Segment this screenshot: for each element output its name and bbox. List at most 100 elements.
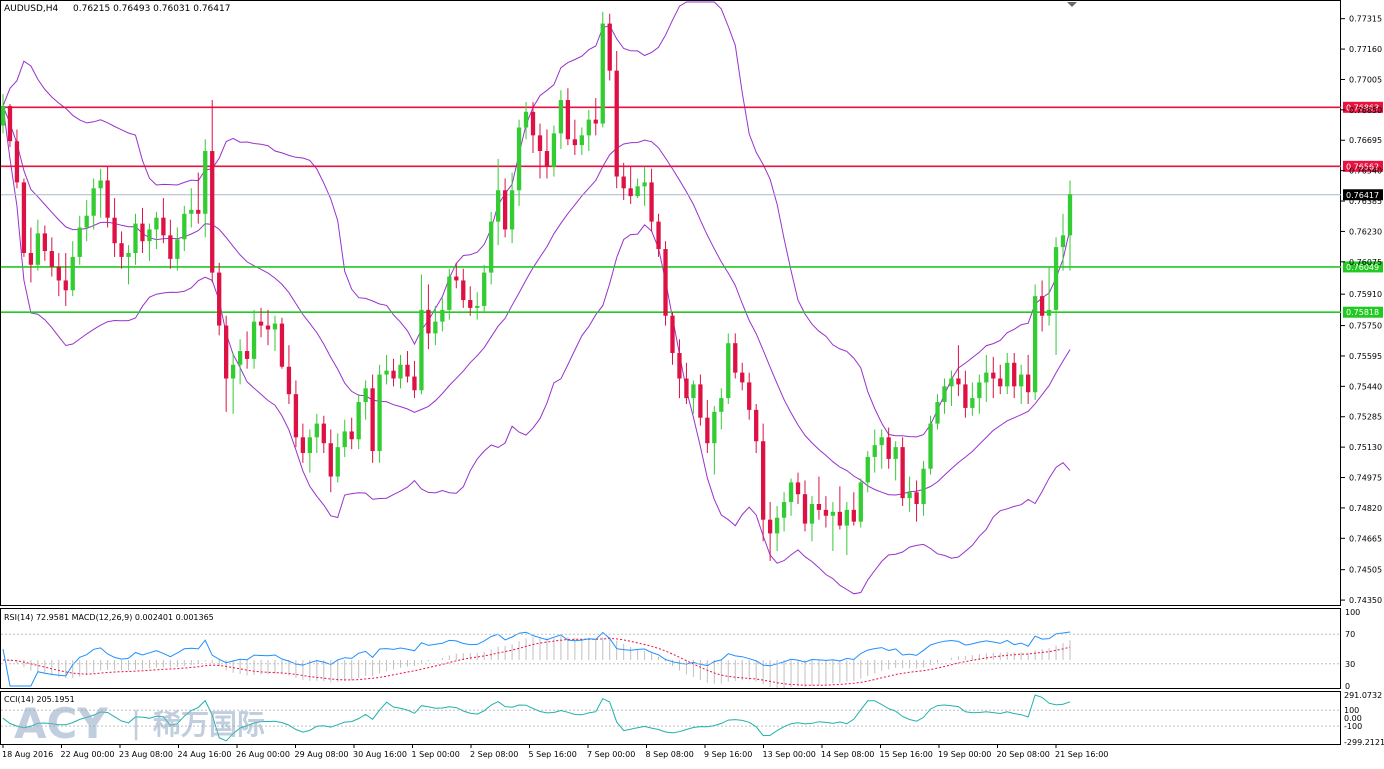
candle[interactable] bbox=[356, 394, 361, 450]
candle[interactable] bbox=[502, 178, 508, 238]
candle[interactable] bbox=[224, 315, 229, 412]
candle[interactable] bbox=[489, 211, 494, 285]
candle[interactable] bbox=[447, 268, 452, 320]
candle[interactable] bbox=[1005, 353, 1010, 395]
candle[interactable] bbox=[1046, 266, 1052, 326]
candle[interactable] bbox=[189, 188, 194, 228]
candle[interactable] bbox=[1053, 237, 1059, 355]
candle[interactable] bbox=[168, 219, 173, 269]
candle[interactable] bbox=[565, 88, 571, 146]
candle[interactable] bbox=[851, 492, 856, 526]
candle[interactable] bbox=[956, 345, 961, 397]
candle[interactable] bbox=[1012, 353, 1017, 399]
candle[interactable] bbox=[265, 309, 271, 346]
candle[interactable] bbox=[454, 262, 459, 289]
candle[interactable] bbox=[781, 492, 787, 532]
candle[interactable] bbox=[740, 362, 745, 391]
candle[interactable] bbox=[28, 227, 34, 283]
candle[interactable] bbox=[523, 102, 529, 140]
candle[interactable] bbox=[614, 51, 619, 189]
main-price-pane[interactable] bbox=[0, 0, 1341, 606]
candle[interactable] bbox=[314, 413, 319, 454]
candle[interactable] bbox=[858, 478, 863, 528]
candle[interactable] bbox=[991, 356, 996, 399]
candle[interactable] bbox=[161, 198, 166, 244]
candle[interactable] bbox=[196, 172, 201, 224]
candle[interactable] bbox=[628, 166, 633, 204]
candle[interactable] bbox=[328, 429, 333, 493]
candle[interactable] bbox=[754, 403, 759, 454]
candle[interactable] bbox=[293, 380, 299, 448]
candle[interactable] bbox=[440, 298, 445, 332]
candle[interactable] bbox=[719, 388, 724, 430]
candle[interactable] bbox=[621, 162, 626, 201]
candle[interactable] bbox=[663, 241, 668, 326]
candle[interactable] bbox=[830, 502, 836, 552]
candle[interactable] bbox=[970, 382, 975, 416]
candle[interactable] bbox=[84, 200, 89, 242]
candle[interactable] bbox=[607, 13, 612, 81]
candle[interactable] bbox=[244, 331, 250, 369]
candle[interactable] bbox=[788, 478, 794, 516]
candle[interactable] bbox=[642, 166, 647, 206]
candle[interactable] bbox=[433, 305, 438, 346]
candle[interactable] bbox=[684, 362, 689, 404]
candle[interactable] bbox=[774, 505, 780, 552]
candle[interactable] bbox=[844, 502, 849, 555]
candle[interactable] bbox=[656, 213, 661, 257]
candle[interactable] bbox=[77, 215, 82, 265]
candle[interactable] bbox=[210, 100, 215, 283]
candle[interactable] bbox=[530, 102, 536, 153]
candle[interactable] bbox=[49, 237, 54, 277]
candle[interactable] bbox=[147, 223, 152, 261]
candle[interactable] bbox=[1019, 364, 1024, 404]
candle[interactable] bbox=[35, 219, 41, 271]
candle[interactable] bbox=[461, 268, 466, 308]
candle[interactable] bbox=[977, 374, 982, 414]
candle[interactable] bbox=[126, 245, 131, 285]
candle[interactable] bbox=[307, 429, 312, 473]
candle[interactable] bbox=[70, 241, 75, 297]
candle[interactable] bbox=[984, 354, 989, 403]
candle[interactable] bbox=[823, 496, 829, 528]
candle[interactable] bbox=[802, 480, 808, 532]
candle[interactable] bbox=[251, 309, 257, 369]
candle[interactable] bbox=[537, 123, 543, 179]
candle[interactable] bbox=[1060, 213, 1066, 271]
candle[interactable] bbox=[419, 274, 424, 395]
candle[interactable] bbox=[509, 172, 515, 244]
candle[interactable] bbox=[321, 415, 326, 454]
candle[interactable] bbox=[914, 480, 919, 522]
candle[interactable] bbox=[398, 354, 403, 389]
candle[interactable] bbox=[698, 374, 703, 426]
candle[interactable] bbox=[217, 262, 222, 336]
candle[interactable] bbox=[900, 437, 905, 506]
candle[interactable] bbox=[237, 339, 243, 385]
candle[interactable] bbox=[691, 380, 696, 414]
candle[interactable] bbox=[468, 286, 473, 316]
candle[interactable] bbox=[133, 213, 138, 265]
candle[interactable] bbox=[893, 441, 898, 481]
candle[interactable] bbox=[586, 109, 591, 152]
candle[interactable] bbox=[405, 351, 410, 383]
candle[interactable] bbox=[928, 415, 933, 475]
candle[interactable] bbox=[7, 103, 13, 148]
candle[interactable] bbox=[182, 205, 187, 252]
candle[interactable] bbox=[42, 225, 47, 261]
candle[interactable] bbox=[105, 166, 110, 228]
candle[interactable] bbox=[635, 178, 640, 199]
candle[interactable] bbox=[370, 374, 375, 463]
candle[interactable] bbox=[886, 427, 891, 469]
candle[interactable] bbox=[475, 292, 480, 320]
candle[interactable] bbox=[91, 178, 96, 230]
candle[interactable] bbox=[203, 139, 208, 238]
candle[interactable] bbox=[593, 98, 598, 136]
candle[interactable] bbox=[879, 429, 884, 469]
candle[interactable] bbox=[377, 364, 382, 463]
candle[interactable] bbox=[495, 158, 501, 246]
candle[interactable] bbox=[551, 125, 557, 177]
candle[interactable] bbox=[544, 129, 550, 179]
candle[interactable] bbox=[767, 502, 773, 561]
candle[interactable] bbox=[809, 496, 815, 542]
candle[interactable] bbox=[482, 264, 487, 312]
